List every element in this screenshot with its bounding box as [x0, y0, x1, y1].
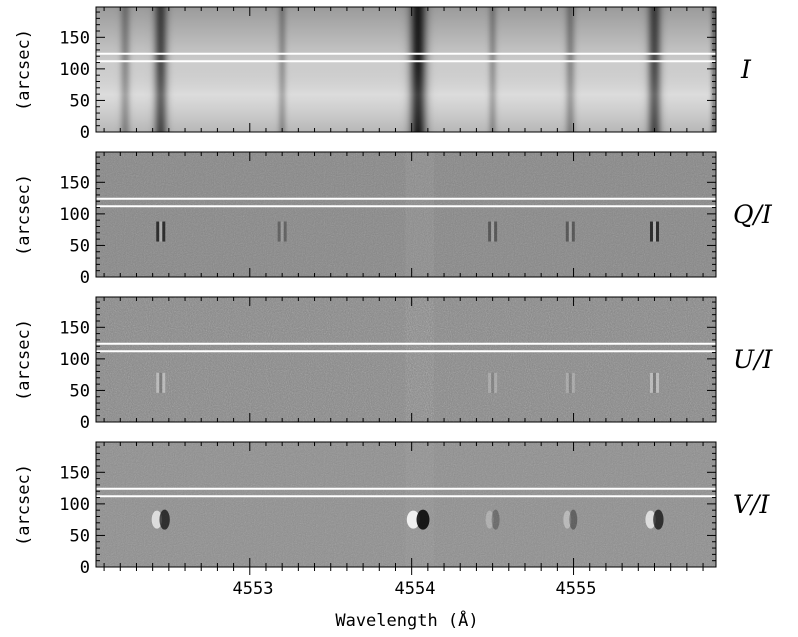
panel-i-image [96, 7, 716, 132]
y-tick-label: 100 [59, 205, 90, 225]
x-tick-label-4555: 4555 [556, 579, 597, 599]
y-tick-label: 150 [59, 28, 90, 48]
y-tick-label: 0 [80, 413, 90, 433]
panel-u: 0 50 100 150 (arcsec) U/I [14, 296, 773, 433]
x-axis: 4553 4554 4555 Wavelength (Å) [103, 567, 704, 631]
panel-v-frame [95, 441, 717, 568]
panel-i-yticks: 0 50 100 150 [59, 7, 716, 143]
feature-mark [156, 372, 160, 393]
y-tick-label: 150 [59, 318, 90, 338]
y-tick-label: 50 [70, 236, 90, 256]
feature-mark [159, 221, 163, 242]
panel-v-yticks: 0 50 100 150 [59, 442, 716, 578]
panel-v-image [96, 442, 716, 567]
feature-mark [652, 221, 656, 242]
y-tick-label: 50 [70, 381, 90, 401]
y-tick-label: 0 [80, 123, 90, 143]
feature-mark [565, 372, 569, 393]
intensity-shading [96, 7, 716, 132]
panel-i-ylabel: (arcsec) [14, 29, 34, 111]
panel-q-ylabel: (arcsec) [14, 174, 34, 256]
feature-mark [488, 372, 492, 393]
y-tick-label: 0 [80, 558, 90, 578]
feature-mark [283, 221, 287, 242]
panel-q-stokes-label: Q/I [733, 200, 773, 229]
panel-q-image [96, 152, 716, 277]
feature-mark [571, 372, 575, 393]
panel-u-frame [95, 296, 717, 423]
feature-mark [488, 221, 492, 242]
feature-mark [280, 221, 284, 242]
feature-mark [277, 221, 281, 242]
feature-mark [162, 372, 166, 393]
feature-mark [568, 221, 572, 242]
feature-lobe-positive [485, 510, 494, 529]
feature-lobe-negative [159, 509, 170, 530]
feature-mark [655, 221, 659, 242]
panel-v-stokes-label: V/I [733, 490, 770, 519]
feature-mark [159, 372, 163, 393]
feature-mark [568, 372, 572, 393]
y-tick-label: 150 [59, 173, 90, 193]
panel-u-yticks: 0 50 100 150 [59, 297, 716, 433]
feature-mark [491, 221, 495, 242]
y-tick-label: 100 [59, 350, 90, 370]
feature-mark [494, 372, 498, 393]
y-tick-label: 150 [59, 463, 90, 483]
feature-mark [649, 372, 653, 393]
y-tick-label: 100 [59, 60, 90, 80]
feature-lobe-negative [491, 509, 500, 530]
feature-mark [491, 372, 495, 393]
y-tick-label: 50 [70, 91, 90, 111]
feature-mark [652, 372, 656, 393]
panel-q-yticks: 0 50 100 150 [59, 152, 716, 288]
feature-mark [565, 221, 569, 242]
x-axis-label: Wavelength (Å) [335, 609, 478, 631]
feature-mark [494, 221, 498, 242]
panel-u-stokes-label: U/I [733, 345, 773, 374]
feature-mark [162, 221, 166, 242]
feature-lobe-negative [569, 509, 578, 530]
panel-u-image [96, 297, 716, 422]
feature-mark [156, 221, 160, 242]
feature-mark [571, 221, 575, 242]
panel-i: 0 50 100 150 (arcsec) I [14, 6, 752, 143]
panel-v-ylabel: (arcsec) [14, 464, 34, 546]
line-core-noise [405, 152, 434, 277]
x-tick-label-4553: 4553 [233, 579, 274, 599]
line-core-noise [405, 297, 434, 422]
panel-i-stokes-label: I [740, 55, 752, 84]
panel-i-frame [95, 6, 717, 133]
feature-lobe-positive [563, 510, 572, 529]
line-core-noise [405, 442, 434, 567]
x-tick-label-4554: 4554 [395, 579, 436, 599]
feature-lobe-negative [416, 509, 430, 530]
feature-lobe-negative [653, 509, 664, 530]
feature-mark [649, 221, 653, 242]
panel-v: 0 50 100 150 (arcsec) V/I [14, 441, 770, 578]
y-tick-label: 50 [70, 526, 90, 546]
y-tick-label: 0 [80, 268, 90, 288]
panel-u-ylabel: (arcsec) [14, 319, 34, 401]
feature-lobe-positive [645, 510, 656, 529]
y-tick-label: 100 [59, 495, 90, 515]
feature-mark [655, 372, 659, 393]
panel-q-frame [95, 151, 717, 278]
feature-lobe-positive [406, 510, 420, 529]
panel-q: 0 50 100 150 (arcsec) Q/I [14, 151, 773, 288]
feature-lobe-positive [151, 510, 163, 529]
